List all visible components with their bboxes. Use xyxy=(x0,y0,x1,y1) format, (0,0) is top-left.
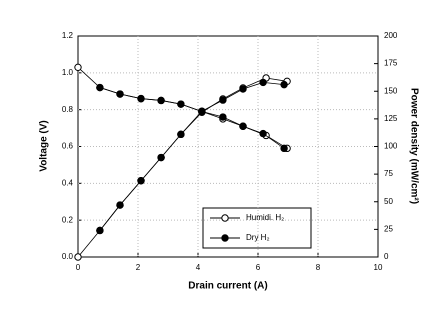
data-point xyxy=(280,80,288,89)
series-line xyxy=(99,82,285,231)
series-line xyxy=(99,87,285,149)
data-point xyxy=(74,253,82,261)
x-tick-label: 2 xyxy=(136,263,141,272)
y2-tick-label: 200 xyxy=(384,31,398,40)
y2-axis-label: Power density (mW/cm²) xyxy=(408,88,419,204)
y2-tick-label: 150 xyxy=(384,86,398,95)
y2-tick-label: 175 xyxy=(384,59,398,68)
y-tick-label: 1.2 xyxy=(62,31,74,40)
data-point xyxy=(137,177,145,185)
data-point xyxy=(259,78,267,87)
x-tick-label: 4 xyxy=(196,263,201,272)
legend-marker xyxy=(221,214,229,222)
data-point xyxy=(74,63,82,72)
y2-tick-label: 25 xyxy=(384,224,393,233)
data-point xyxy=(239,85,247,93)
data-point xyxy=(177,100,185,108)
data-point xyxy=(96,83,104,92)
data-point xyxy=(116,201,124,209)
legend-label: Dry H₂ xyxy=(246,233,270,242)
x-tick-label: 10 xyxy=(374,263,383,272)
y-tick-label: 0.2 xyxy=(62,215,74,224)
x-tick-label: 0 xyxy=(76,263,81,272)
y-tick-label: 0.8 xyxy=(62,105,74,114)
data-point xyxy=(239,122,247,130)
y2-tick-label: 75 xyxy=(384,169,393,178)
y-tick-label: 0.0 xyxy=(62,252,74,261)
y-tick-label: 0.6 xyxy=(62,142,74,151)
data-point xyxy=(137,94,145,103)
data-point xyxy=(116,90,124,98)
y2-tick-label: 0 xyxy=(384,252,389,261)
data-point xyxy=(96,226,104,235)
data-point xyxy=(157,153,165,162)
legend-marker xyxy=(221,234,229,242)
x-tick-label: 8 xyxy=(316,263,321,272)
data-point xyxy=(280,144,288,153)
x-tick-label: 6 xyxy=(256,263,261,272)
y2-tick-label: 125 xyxy=(384,114,398,123)
data-point xyxy=(177,130,185,139)
y2-tick-label: 100 xyxy=(384,142,398,151)
x-axis-label: Drain current (A) xyxy=(188,281,267,292)
data-point xyxy=(259,129,267,138)
y-axis-label: Voltage (V) xyxy=(39,120,50,171)
legend-label: Humidi. H₂ xyxy=(246,213,284,222)
data-point xyxy=(198,107,206,115)
y-tick-label: 0.4 xyxy=(62,178,74,187)
data-point xyxy=(157,96,165,105)
y-tick-label: 1.0 xyxy=(62,68,74,77)
legend-box xyxy=(202,207,312,249)
y2-tick-label: 50 xyxy=(384,197,393,206)
data-point xyxy=(219,113,227,121)
data-point xyxy=(219,96,227,104)
